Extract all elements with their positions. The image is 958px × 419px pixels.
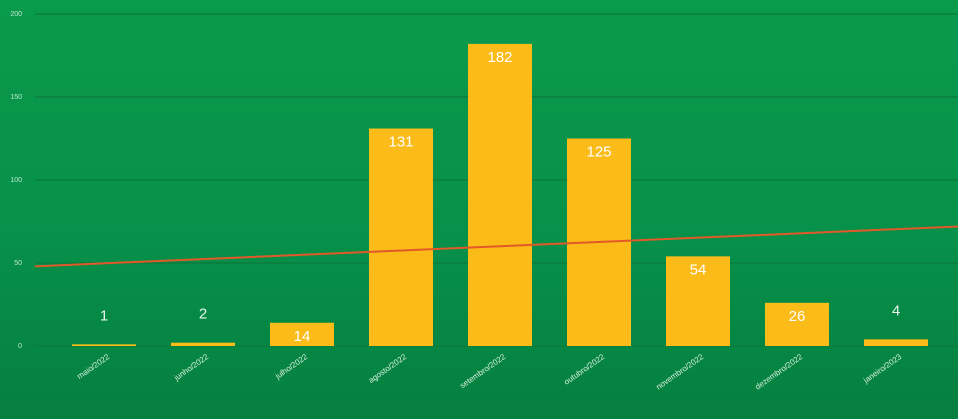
y-tick-label: 100 (10, 177, 22, 184)
data-label: 1 (100, 307, 108, 324)
bar (171, 342, 235, 346)
x-tick-label: dezembro/2022 (753, 352, 804, 392)
y-tick-label: 200 (10, 11, 22, 18)
y-tick-label: 0 (18, 343, 22, 350)
x-tick-label: maio/2022 (75, 352, 111, 381)
data-label: 125 (586, 144, 611, 161)
data-labels: 1 2 14 131 182 125 54 26 4 (100, 49, 900, 345)
data-label: 26 (789, 308, 806, 325)
bar (864, 339, 928, 346)
data-label: 14 (294, 328, 311, 345)
bar (369, 128, 433, 346)
trendline-layer (34, 225, 958, 268)
x-tick-label: outubro/2022 (562, 352, 606, 387)
data-label: 4 (892, 302, 900, 319)
x-tick-label: setembro/2022 (458, 352, 507, 390)
bar (765, 302, 829, 346)
y-tick-label: 150 (10, 94, 22, 101)
x-tick-label: janeiro/2023 (861, 352, 904, 386)
bar (72, 344, 136, 346)
data-label: 54 (690, 261, 707, 278)
bars (72, 43, 928, 346)
x-tick-label: agosto/2022 (367, 352, 409, 385)
data-label: 131 (388, 134, 413, 151)
bar (468, 43, 532, 346)
x-tick-label: julho/2022 (273, 352, 310, 381)
y-axis-ticks: 0 50 100 150 200 (10, 11, 22, 350)
data-label: 2 (199, 306, 207, 323)
y-tick-label: 50 (14, 260, 22, 267)
bar (666, 256, 730, 346)
x-axis-ticks: maio/2022 junho/2022 julho/2022 agosto/2022… (75, 352, 903, 392)
x-tick-label: junho/2022 (172, 352, 211, 383)
data-label: 182 (487, 49, 512, 66)
trendline (34, 225, 958, 268)
bar (270, 322, 334, 346)
x-tick-label: novembro/2022 (654, 352, 705, 392)
